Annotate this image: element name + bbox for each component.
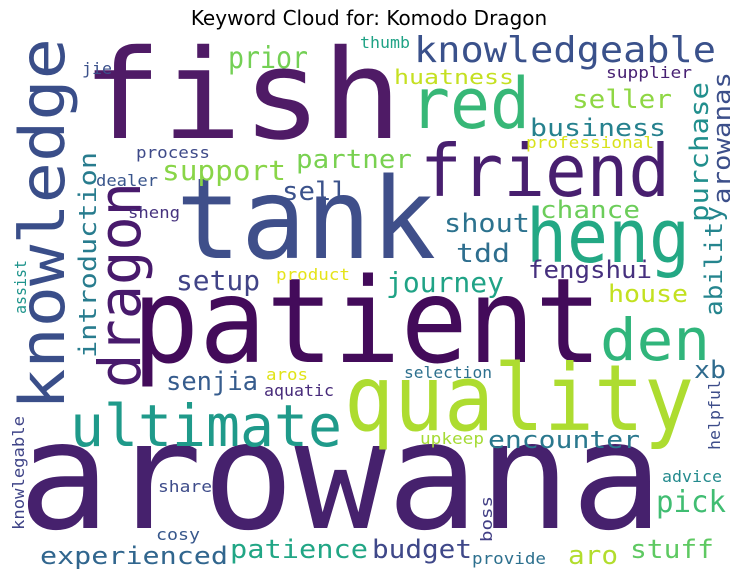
word-journey: journey (386, 266, 504, 299)
word-encounter: encounter (488, 426, 640, 454)
word-introduction: introduction (74, 152, 102, 358)
word-provide: provide (472, 549, 546, 568)
word-heng: heng (526, 194, 690, 280)
word-product: product (276, 265, 350, 284)
word-tdd: tdd (456, 239, 510, 269)
word-shout: shout (444, 209, 530, 239)
word-ultimate: ultimate (70, 392, 342, 460)
word-seller: seller (572, 85, 672, 115)
word-stuff: stuff (630, 535, 714, 565)
word-sell: sell (282, 177, 348, 207)
word-thumb: thumb (360, 33, 410, 52)
word-process: process (136, 143, 210, 162)
word-selection: selection (404, 363, 492, 382)
word-red: red (410, 63, 530, 145)
word-dragon: dragon (86, 182, 154, 388)
word-huatness: huatness (394, 65, 514, 89)
word-patience: patience (230, 535, 368, 565)
word-jie: jie (82, 59, 112, 78)
word-purchase: purchase (685, 82, 715, 222)
word-professional: professional (526, 133, 654, 152)
word-tank: tank (176, 155, 436, 285)
word-cosy: cosy (156, 525, 200, 544)
word-fish: fish (82, 32, 402, 168)
word-setup: setup (176, 264, 260, 297)
word-advice: advice (662, 467, 722, 486)
word-aquatic: aquatic (264, 381, 334, 400)
word-pick: pick (656, 485, 726, 520)
word-boss: boss (477, 496, 496, 542)
word-ability: ability (700, 206, 728, 316)
word-den: den (600, 306, 710, 374)
word-business: business (530, 114, 666, 142)
word-arowana: arowana (18, 390, 663, 564)
word-support: support (162, 154, 286, 187)
word-quality: quality (344, 345, 694, 452)
word-friend: friend (420, 129, 670, 213)
word-xb: xb (694, 356, 726, 384)
word-budget: budget (372, 535, 472, 565)
word-aro: aro (568, 541, 618, 571)
word-helpful: helpful (705, 380, 724, 450)
word-knowlegable: knowlegable (10, 416, 28, 530)
word-knowledge: knowledge (10, 38, 79, 410)
word-dealer: dealer (96, 171, 158, 190)
word-arowanas: arowanas (708, 72, 730, 204)
word-partner: partner (296, 145, 412, 175)
chart-title: Keyword Cloud for: Komodo Dragon (190, 6, 548, 30)
word-senjia: senjia (166, 367, 258, 397)
word-supplier: supplier (606, 63, 692, 82)
word-knowledgeable: knowledgeable (414, 32, 716, 71)
word-upkeep: upkeep (420, 429, 484, 448)
word-patient: patient (132, 252, 602, 390)
word-experienced: experienced (40, 542, 228, 570)
word-assist: assist (11, 260, 30, 314)
word-sheng: sheng (128, 203, 180, 222)
word-fengshui: fengshui (528, 256, 652, 284)
word-chance: chance (540, 196, 640, 224)
word-cloud: arowana patient fish tank quality knowledge fr… (10, 32, 730, 572)
word-prior: prior (228, 41, 308, 76)
word-aros: aros (266, 365, 308, 384)
word-share: share (158, 477, 212, 496)
word-house: house (608, 280, 688, 308)
